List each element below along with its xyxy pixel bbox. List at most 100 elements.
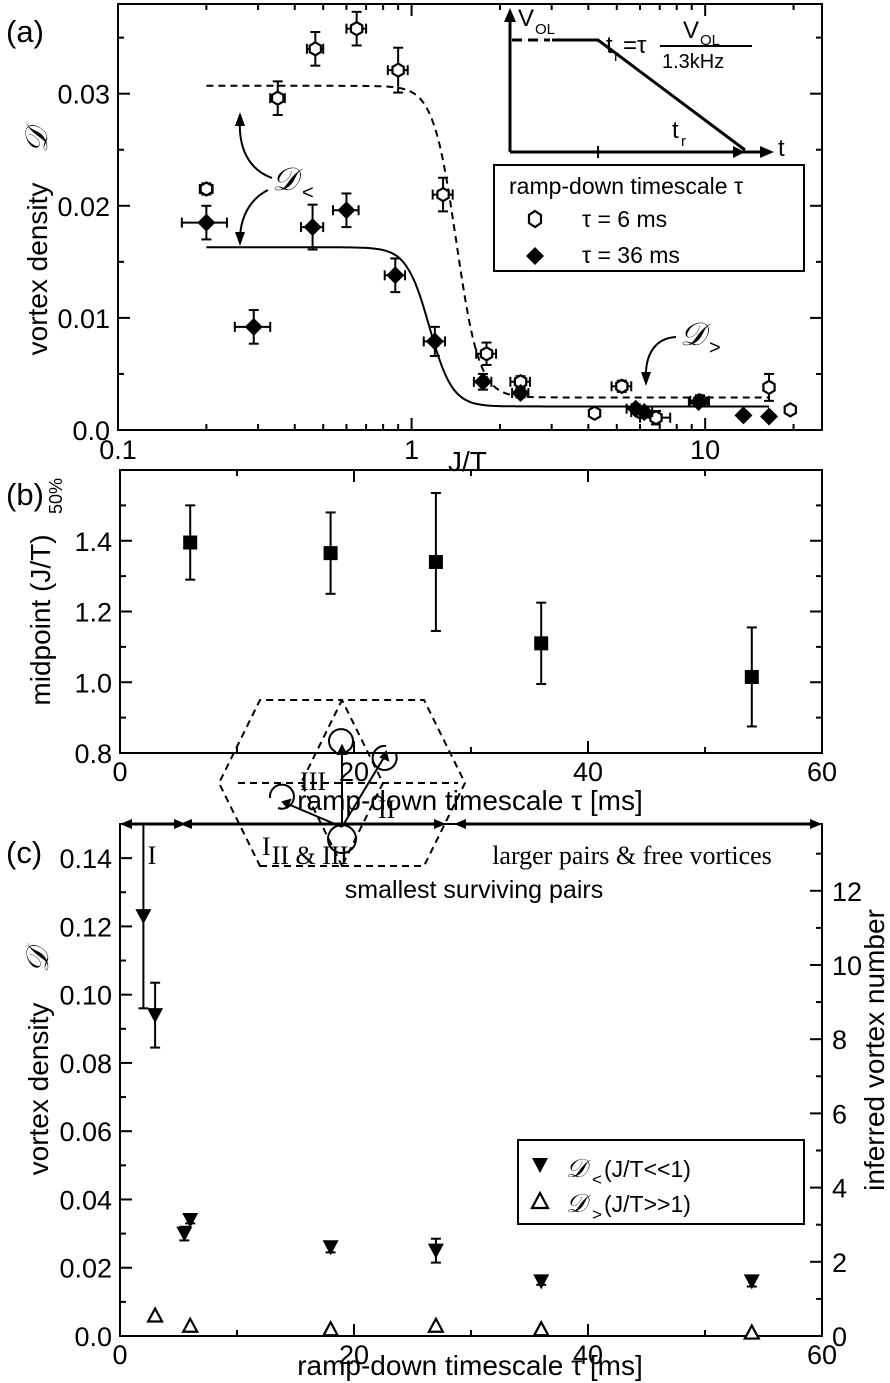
annot-d-greater-symbol: 𝒟 — [680, 316, 711, 352]
panel-a-ylabel: vortex density 𝒟 — [19, 123, 54, 355]
panel-a-legend-item-1: τ = 36 ms — [582, 242, 680, 268]
panel-b-points — [183, 491, 759, 728]
legend-open-hexagon — [527, 209, 543, 229]
panel-c-legend: 𝒟 < (J/T<<1) 𝒟 > (J/T>>1) — [517, 1139, 805, 1225]
panel-b-axes — [119, 469, 823, 754]
a-s0-point-2 — [308, 41, 322, 57]
panel-a-xlabel: J/T — [448, 446, 487, 477]
a-s0-point-3 — [349, 20, 364, 37]
panel-c-legend-sub-1: > — [592, 1205, 602, 1224]
a-s1-point-6 — [473, 372, 492, 391]
annot-d-less-symbol: 𝒟 — [272, 161, 303, 197]
inset-ramp-diagram: V OL t t r t r =τ V OL 1.3kHz — [504, 5, 785, 162]
panel-a-ylabel-symbol: 𝒟 — [19, 123, 54, 153]
panel-c-label: (c) — [6, 835, 42, 870]
c-s0-point-6 — [533, 1274, 550, 1290]
region-II-arrow-right — [434, 819, 446, 829]
annot-arrow-gt — [644, 336, 677, 379]
c-s0-point-7 — [743, 1274, 760, 1290]
panel-a-legend: ramp-down timescale τ τ = 6 ms τ = 36 ms — [493, 164, 805, 272]
panel-a-xtick-label: 1 — [404, 435, 419, 465]
panel-b-xtick-label: 60 — [807, 757, 837, 787]
panel-a-points — [180, 10, 798, 426]
a-s0-point-14 — [783, 402, 798, 418]
panel-c: (c) vortex density 𝒟 inferred vortex num… — [6, 699, 890, 1381]
b-point-4 — [744, 669, 759, 684]
lattice-label-III: III — [300, 767, 326, 796]
panel-b-ytick-label: 1.2 — [74, 598, 112, 628]
panel-c-ytick-right-label: 2 — [832, 1248, 847, 1278]
legend-open-triangle-up — [530, 1190, 550, 1210]
panel-c-ytick-right-label: 8 — [832, 1025, 847, 1055]
panel-c-ytick-label: 0.14 — [59, 844, 112, 874]
panel-a-xtick-label: 0.1 — [99, 435, 137, 465]
panel-c-xtick-label: 40 — [573, 1340, 603, 1370]
annot-d-greater: 𝒟 > — [641, 316, 721, 386]
annot-arrowhead-gt — [641, 372, 651, 386]
inset-ramp-end-arrow — [733, 146, 745, 158]
region-free-label: larger pairs & free vortices — [492, 841, 772, 870]
panel-b-xtick-label: 0 — [112, 757, 127, 787]
inset-v-label-sub: OL — [535, 21, 555, 38]
a-s0-point-8 — [587, 405, 602, 421]
inset-formula-eq: =τ — [623, 32, 647, 59]
a-s1-point-11 — [734, 406, 753, 425]
inset-formula-lhs: t — [606, 32, 613, 59]
c-s1-point-3 — [427, 1316, 445, 1333]
b-point-3 — [534, 636, 549, 651]
a-s1-point-4 — [386, 266, 405, 285]
panel-c-xtick-label: 20 — [339, 1340, 369, 1370]
panel-a: (a) vortex density 𝒟 0.1 1 100.00.010.020.… — [6, 3, 823, 477]
inset-formula-den: 1.3kHz — [662, 51, 724, 73]
b-point-2 — [428, 554, 443, 569]
inset-t-label: t — [778, 135, 785, 162]
panel-c-legend-text-0: (J/T<<1) — [604, 1156, 691, 1182]
annot-arrowhead-down — [235, 232, 245, 246]
panel-a-ticks: 0.1 1 10 0.0 0.01 0.02 0.03 — [57, 4, 822, 465]
panel-c-ylabel-text: vortex density — [23, 1003, 54, 1176]
lattice-hex-right — [299, 699, 467, 867]
panel-a-legend-item-0: τ = 6 ms — [582, 206, 667, 232]
panel-c-ylabel-symbol: 𝒟 — [20, 943, 55, 973]
panel-b-xlabel: ramp-down timescale τ [ms] — [297, 785, 643, 816]
panel-a-xtick-label: 10 — [690, 435, 720, 465]
region-I-label: I — [148, 841, 157, 870]
panel-a-axes — [117, 3, 823, 431]
inset-v-label: V — [518, 5, 534, 32]
lattice-vector-I — [282, 801, 343, 828]
legend-filled-diamond — [526, 247, 544, 265]
annot-d-greater-sub: > — [709, 337, 721, 359]
panel-c-ytick-label: 0.02 — [59, 1254, 112, 1284]
panel-b-ylabel: midpoint (J/T) 50% — [25, 478, 66, 706]
c-s0-point-2 — [176, 1226, 193, 1242]
a-s1-point-12 — [760, 407, 779, 426]
panel-c-ytick-right-label: 4 — [832, 1174, 847, 1204]
annot-arrow-up — [238, 117, 273, 179]
annot-d-less-sub: < — [302, 182, 314, 204]
inset-formula-lhs-sub: r — [614, 48, 619, 65]
inset-formula-num-sub: OL — [700, 32, 720, 49]
panel-b-frame — [119, 469, 823, 754]
panel-c-ytick-label: 0.04 — [59, 1185, 112, 1215]
panel-b-ytick-label: 1.4 — [74, 527, 112, 557]
a-s0-point-13 — [762, 379, 776, 396]
c-s0-point-5 — [427, 1243, 444, 1259]
inset-ramp-line — [552, 38, 746, 152]
lattice-arrowhead-III — [336, 743, 348, 755]
region-note: smallest surviving pairs — [345, 876, 603, 904]
panel-a-ylabel-text: vortex density — [22, 183, 53, 356]
c-s0-point-3 — [182, 1212, 199, 1228]
region-free-arrow-left — [454, 819, 466, 829]
panel-b-ytick-label: 0.8 — [74, 739, 112, 769]
a-s1-point-7 — [511, 384, 530, 403]
lattice-label-II: II — [378, 795, 395, 824]
c-s1-point-0 — [146, 1306, 164, 1323]
fit-tau-36ms — [206, 246, 769, 408]
panel-a-ytick-label: 0.01 — [57, 304, 110, 334]
a-s1-point-3 — [337, 201, 356, 220]
legend-filled-triangle-down — [532, 1158, 548, 1173]
panel-c-ytick-label: 0.0 — [74, 1322, 112, 1352]
lattice-arrowhead-II — [379, 750, 390, 762]
a-s0-point-0 — [199, 181, 214, 197]
panel-c-ytick-label: 0.12 — [59, 912, 112, 942]
